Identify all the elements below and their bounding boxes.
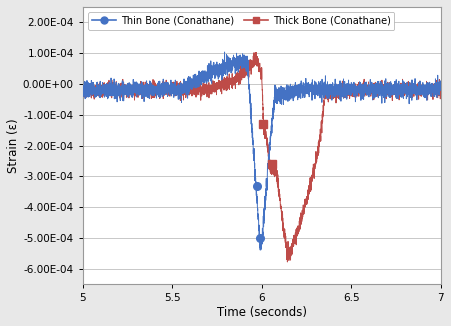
Y-axis label: Strain (ε): Strain (ε) xyxy=(7,118,20,173)
Legend: Thin Bone (Conathane), Thick Bone (Conathane): Thin Bone (Conathane), Thick Bone (Conat… xyxy=(87,12,395,30)
X-axis label: Time (seconds): Time (seconds) xyxy=(217,306,307,319)
